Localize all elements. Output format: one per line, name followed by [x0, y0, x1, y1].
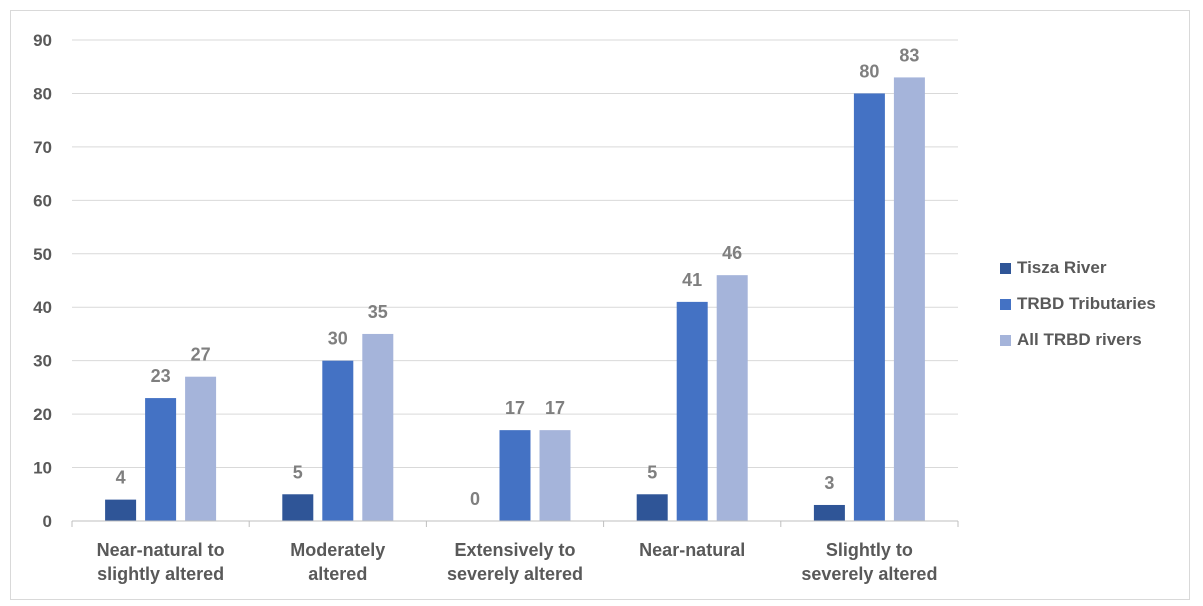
legend-label: TRBD Tributaries	[1017, 294, 1156, 313]
gridlines	[72, 39, 958, 469]
x-tick-label: Moderately	[290, 540, 385, 560]
y-tick-label: 10	[33, 459, 52, 478]
data-label: 83	[899, 45, 919, 65]
x-tick-label: slightly altered	[97, 564, 224, 584]
y-tick-label: 40	[33, 298, 52, 317]
data-label: 17	[505, 398, 525, 418]
y-tick-label: 20	[33, 405, 52, 424]
x-tick-label: Extensively to	[454, 540, 575, 560]
legend: Tisza River TRBD Tributaries All TRBD rive…	[1000, 256, 1156, 364]
bar	[676, 301, 708, 521]
bar	[813, 504, 845, 521]
legend-item: Tisza River	[1000, 256, 1156, 280]
y-tick-label: 50	[33, 245, 52, 264]
data-label: 17	[545, 398, 565, 418]
legend-item: TRBD Tributaries	[1000, 292, 1156, 316]
y-tick-label: 30	[33, 352, 52, 371]
bar	[853, 93, 885, 521]
data-label: 30	[328, 329, 348, 349]
legend-swatch	[1000, 298, 1011, 310]
data-label: 27	[191, 345, 211, 365]
bars	[105, 77, 925, 522]
data-label: 23	[151, 366, 171, 386]
legend-label: All TRBD rivers	[1017, 330, 1142, 349]
x-tick-label: Near-natural to	[97, 540, 225, 560]
bar	[145, 398, 177, 521]
data-label: 0	[470, 489, 480, 509]
x-tick-label: severely altered	[801, 564, 937, 584]
data-label: 41	[682, 270, 702, 290]
y-tick-label: 90	[33, 31, 52, 50]
data-label: 3	[824, 473, 834, 493]
data-label: 5	[647, 462, 657, 482]
legend-item: All TRBD rivers	[1000, 328, 1156, 352]
data-label: 80	[859, 61, 879, 81]
data-labels: 4 5 0 5 3 23 30 17 41 80 27 35 17 46 83	[116, 45, 920, 509]
x-tick-label: Slightly to	[826, 540, 913, 560]
legend-swatch	[1000, 262, 1011, 274]
y-tick-label: 0	[43, 512, 52, 531]
x-tick-label: altered	[308, 564, 367, 584]
bar	[362, 333, 394, 521]
x-tick-label: severely altered	[447, 564, 583, 584]
legend-swatch	[1000, 334, 1011, 346]
bar	[282, 494, 314, 521]
chart-frame	[10, 10, 1190, 600]
data-label: 4	[116, 468, 126, 488]
data-label: 5	[293, 462, 303, 482]
bar	[539, 430, 571, 521]
data-label: 46	[722, 243, 742, 263]
legend-label: Tisza River	[1017, 258, 1107, 277]
y-tick-label: 60	[33, 191, 52, 210]
bar	[499, 430, 531, 521]
bar	[893, 77, 925, 522]
bar	[322, 360, 354, 521]
bar	[105, 499, 137, 521]
bar	[185, 376, 217, 521]
y-tick-label: 80	[33, 84, 52, 103]
y-tick-label: 70	[33, 138, 52, 157]
bar	[716, 275, 748, 521]
data-label: 35	[368, 302, 388, 322]
bar	[636, 494, 668, 521]
x-tick-label: Near-natural	[639, 540, 745, 560]
